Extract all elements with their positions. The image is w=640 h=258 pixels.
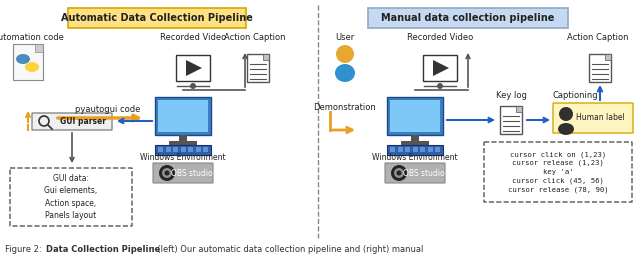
Bar [13, 44, 43, 80]
Bar [390, 100, 440, 132]
Circle shape [559, 107, 573, 121]
Bar [428, 147, 433, 152]
FancyBboxPatch shape [385, 163, 445, 183]
FancyBboxPatch shape [553, 103, 633, 133]
Circle shape [336, 45, 354, 63]
Bar [420, 147, 425, 152]
Text: Key log: Key log [495, 91, 527, 100]
Bar [203, 147, 208, 152]
Text: OBS studio: OBS studio [171, 168, 213, 178]
Text: Human label: Human label [575, 114, 625, 123]
Text: Windows Environment: Windows Environment [372, 152, 458, 162]
Circle shape [164, 171, 170, 175]
Bar [423, 55, 457, 81]
Text: Manual data collection pipeline: Manual data collection pipeline [381, 13, 555, 23]
Bar [195, 147, 200, 152]
FancyBboxPatch shape [68, 8, 246, 28]
Text: Action Caption: Action Caption [224, 34, 285, 43]
Bar [176, 55, 210, 81]
Text: Recorded Video: Recorded Video [160, 34, 226, 43]
Bar [155, 145, 211, 155]
FancyBboxPatch shape [10, 168, 132, 226]
Bar [179, 135, 187, 141]
Bar [166, 147, 170, 152]
Circle shape [159, 165, 175, 181]
Bar [387, 145, 443, 155]
Bar [401, 141, 429, 145]
Bar [158, 147, 163, 152]
Bar [158, 100, 208, 132]
Bar [169, 141, 197, 145]
Circle shape [190, 83, 196, 89]
Text: OBS studio: OBS studio [403, 168, 445, 178]
Text: Demonstration: Demonstration [314, 103, 376, 112]
Text: GUI parser: GUI parser [60, 117, 106, 125]
Bar [387, 97, 443, 135]
Circle shape [162, 168, 172, 178]
Bar [263, 54, 269, 60]
FancyBboxPatch shape [153, 163, 213, 183]
Text: : (left) Our automatic data collection pipeline and (right) manual: : (left) Our automatic data collection p… [152, 245, 424, 254]
Text: Figure 2:: Figure 2: [5, 245, 44, 254]
Bar [188, 147, 193, 152]
Ellipse shape [16, 54, 30, 64]
Text: cursor click on (1,23)
cursor release (1,23)
key 'a'
cursor click (45, 56)
curso: cursor click on (1,23) cursor release (1… [508, 151, 608, 193]
Bar [35, 44, 43, 52]
Bar [390, 147, 395, 152]
Bar [435, 147, 440, 152]
Polygon shape [186, 60, 202, 76]
FancyBboxPatch shape [368, 8, 568, 28]
Text: Automatic Data Collection Pipeline: Automatic Data Collection Pipeline [61, 13, 253, 23]
Bar [516, 106, 522, 112]
Bar [500, 106, 522, 134]
Polygon shape [433, 60, 449, 76]
Bar [155, 97, 211, 135]
Bar [397, 147, 403, 152]
Text: pyautogui code: pyautogui code [76, 106, 141, 115]
Text: Action Caption: Action Caption [567, 34, 628, 43]
Bar [413, 147, 417, 152]
Bar [247, 54, 269, 82]
Bar [405, 147, 410, 152]
Text: Data Collection Pipeline: Data Collection Pipeline [46, 245, 160, 254]
Bar [589, 54, 611, 82]
Circle shape [397, 171, 401, 175]
Bar [173, 147, 178, 152]
Bar [411, 135, 419, 141]
Text: Captioning: Captioning [552, 91, 598, 100]
Text: Windows Environment: Windows Environment [140, 152, 226, 162]
Bar [180, 147, 186, 152]
Ellipse shape [25, 62, 39, 72]
Circle shape [437, 83, 443, 89]
Bar [605, 54, 611, 60]
FancyBboxPatch shape [32, 113, 112, 130]
Ellipse shape [558, 123, 574, 135]
Text: Automation code: Automation code [0, 34, 64, 43]
Text: GUI data:
Gui elements,
Action space,
Panels layout: GUI data: Gui elements, Action space, Pa… [44, 174, 98, 220]
Circle shape [391, 165, 407, 181]
Text: Recorded Video: Recorded Video [407, 34, 473, 43]
Circle shape [394, 168, 404, 178]
Text: User: User [335, 34, 355, 43]
Ellipse shape [335, 64, 355, 82]
FancyBboxPatch shape [484, 142, 632, 202]
